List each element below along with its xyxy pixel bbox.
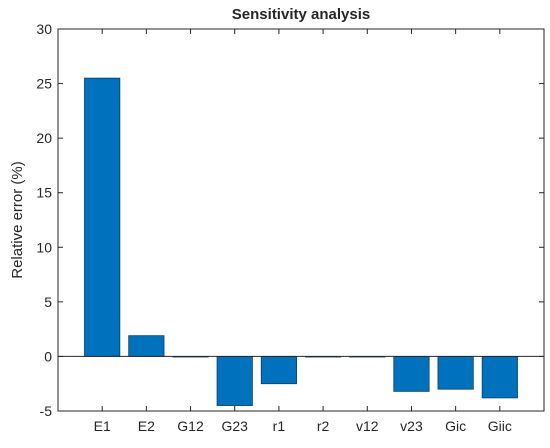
x-tick-label: E1 [94,418,111,434]
y-tick-label: 15 [36,185,52,201]
chart-title: Sensitivity analysis [232,6,370,23]
y-tick-label: 20 [36,130,52,146]
y-tick-label: 30 [36,21,52,37]
y-tick-label: 5 [44,294,52,310]
x-tick-label: v12 [356,418,379,434]
plot-frame [57,28,545,412]
x-tick-label: G12 [177,418,204,434]
y-tick-label: 0 [44,348,52,364]
x-tick-label: v23 [400,418,423,434]
y-tick-label: -5 [40,403,53,419]
y-axis-label: Relative error (%) [9,161,26,279]
plot-area: -5 0 5 10 15 20 25 30 E1 E2 G12 G23 r1 r2 v12 v23 Gic Gii… [36,21,545,434]
x-tick-label: Giic [488,418,512,434]
y-tick-label: 10 [36,239,52,255]
bar-v23 [393,356,430,392]
x-tick-label: r1 [273,418,286,434]
y-tick-label: 25 [36,76,52,92]
x-tick-label: r2 [317,418,330,434]
x-tick-label: E2 [138,418,155,434]
bar-giic [481,356,518,399]
x-tick-label: G23 [221,418,248,434]
bar-e2 [128,335,165,357]
bar-e1 [84,77,121,357]
bar-r1 [260,356,297,385]
x-tick-label: Gic [445,418,466,434]
bar-g23 [216,356,253,406]
bar-gic [437,356,474,390]
